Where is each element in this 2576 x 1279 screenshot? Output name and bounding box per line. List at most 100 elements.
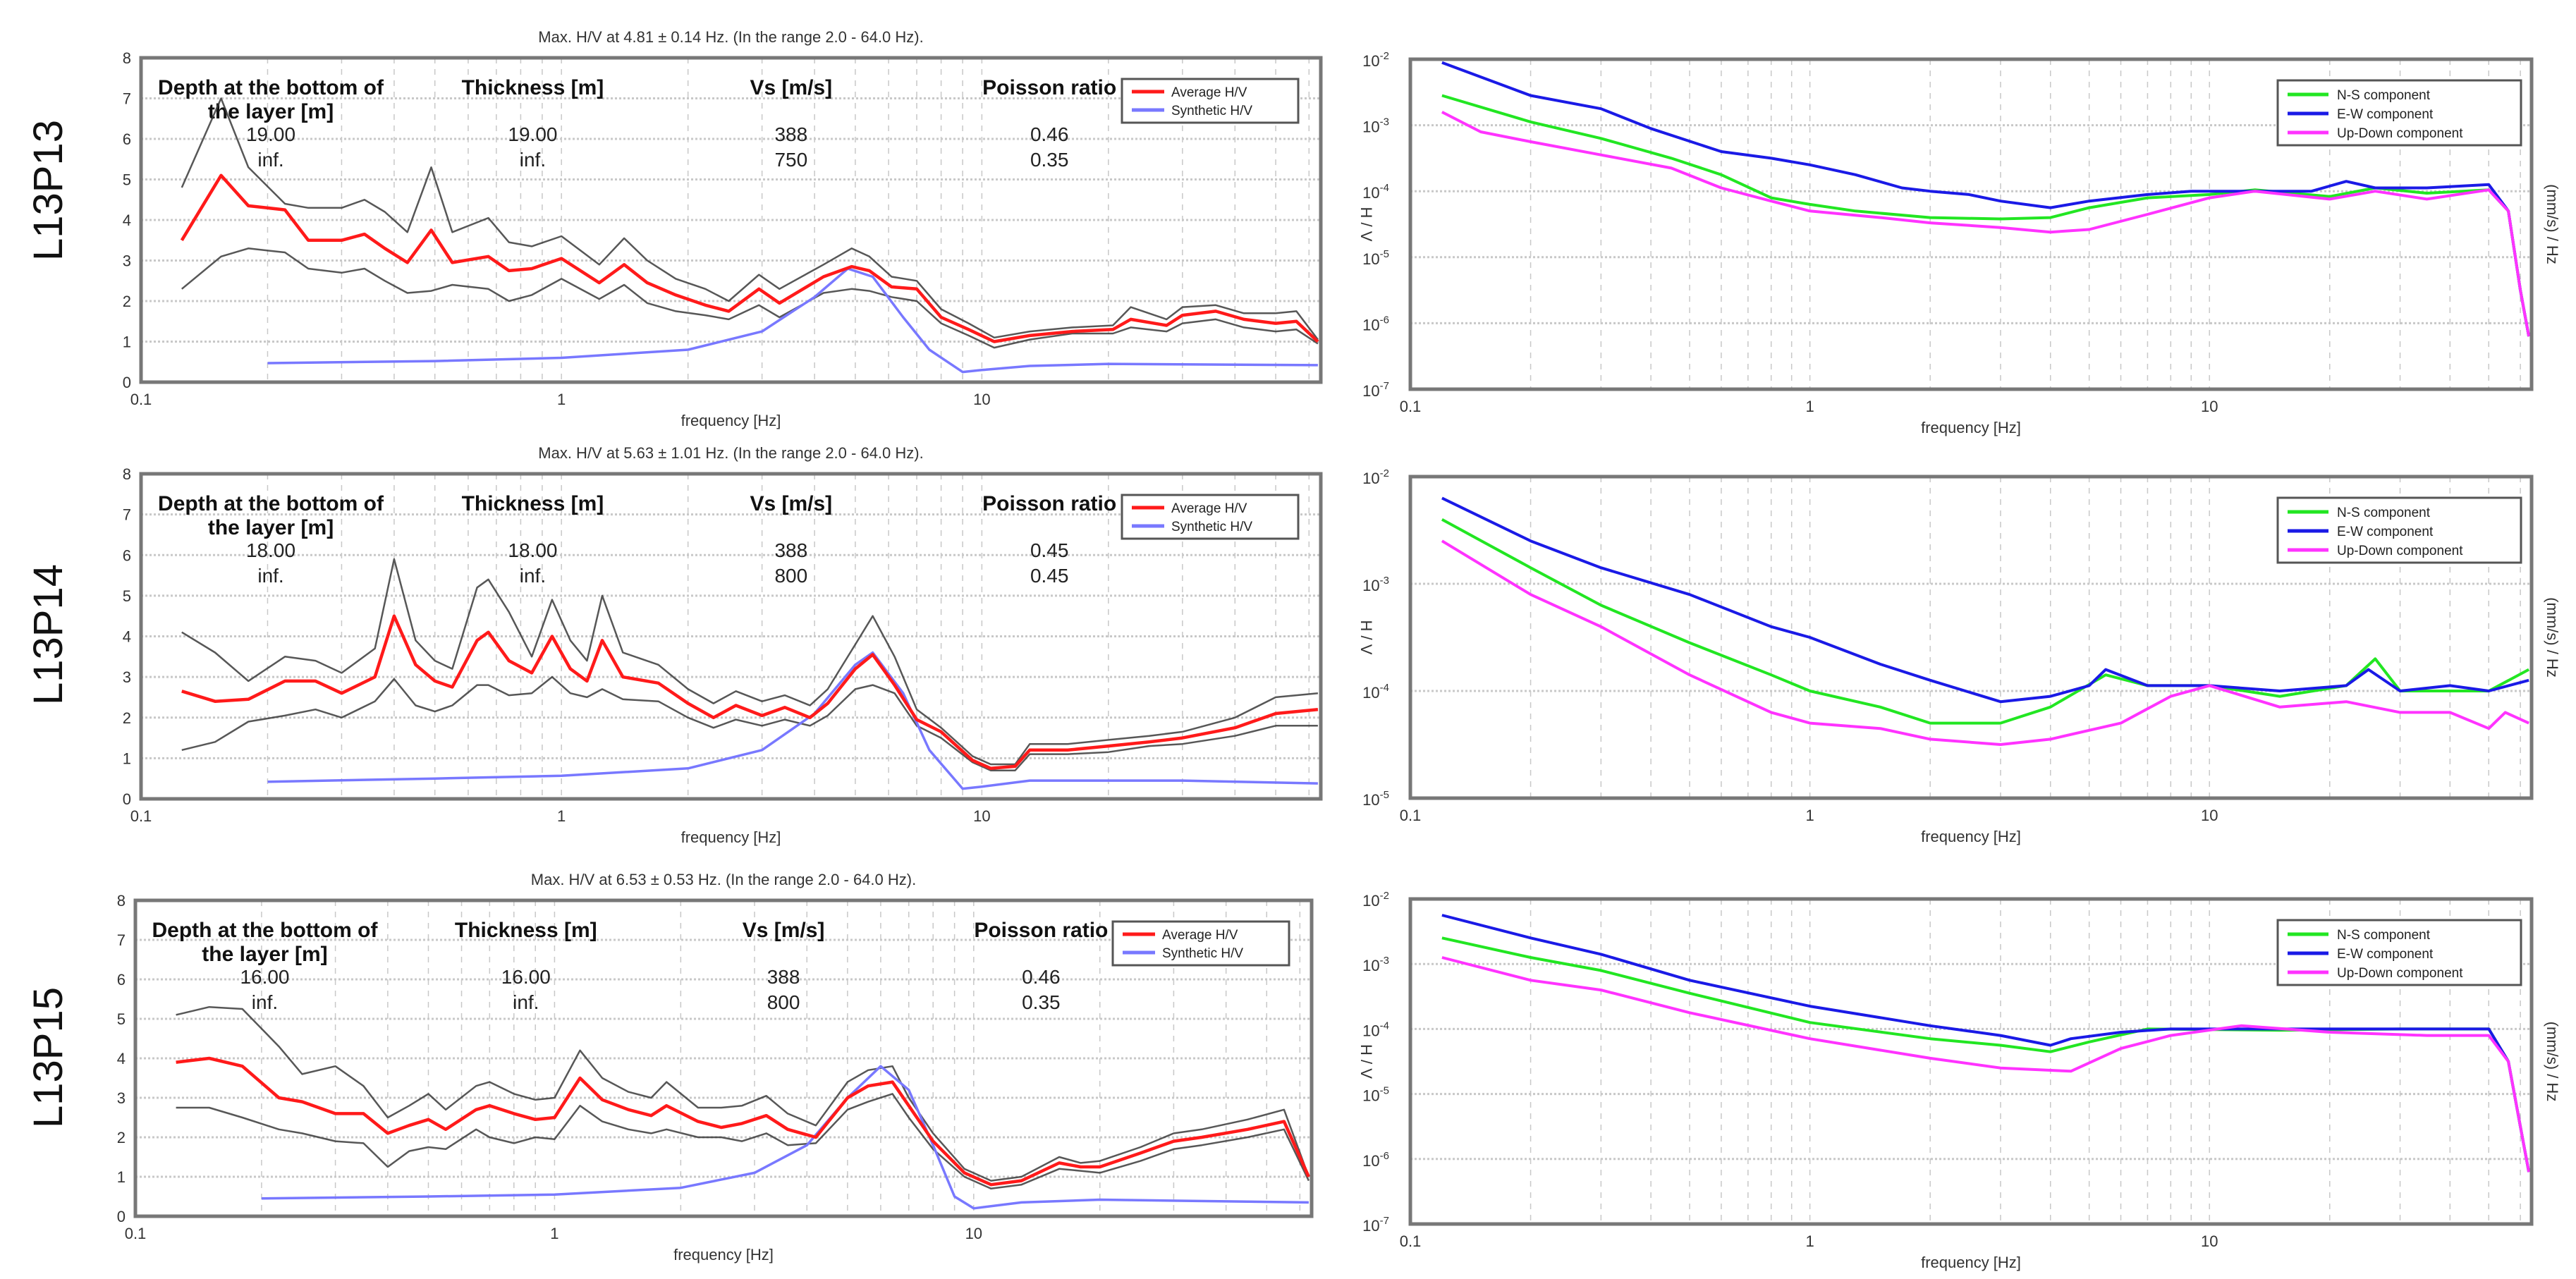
tick-base: 10 bbox=[1362, 52, 1379, 70]
hv-chart-y-tick-label: 8 bbox=[117, 892, 126, 910]
legend-label: E-W component bbox=[2337, 107, 2434, 122]
table-header: Vs [m/s] bbox=[750, 76, 832, 99]
spectrum-chart-y-tick-label: 10-7 bbox=[1362, 1215, 1389, 1235]
row-label: L13P15 bbox=[25, 987, 71, 1128]
legend-label: Average H/V bbox=[1171, 85, 1247, 100]
y-axis-label-left: H / V bbox=[1357, 207, 1375, 242]
spectrum-chart-x-tick-label: 1 bbox=[1805, 398, 1814, 415]
series-line-up-down-component bbox=[1441, 539, 2529, 746]
legend-label: Up-Down component bbox=[2337, 544, 2463, 558]
synthetic-hv-line bbox=[267, 267, 1318, 374]
std-upper-line bbox=[181, 558, 1319, 766]
hv-chart-x-axis-label: frequency [Hz] bbox=[681, 412, 781, 429]
hv-chart-y-tick-label: 6 bbox=[117, 971, 126, 989]
spectrum-chart-y-tick-label: 10-5 bbox=[1362, 1085, 1389, 1105]
hv-chart-y-tick-label: 8 bbox=[123, 49, 131, 67]
legend-label: E-W component bbox=[2337, 947, 2434, 962]
y-axis-label-right: (mm/s) / Hz bbox=[2544, 184, 2561, 264]
table-header: Depth at the bottom of the layer [m] bbox=[152, 919, 379, 966]
tick-exponent: -6 bbox=[1380, 314, 1389, 326]
hv-chart-y-tick-label: 2 bbox=[117, 1129, 126, 1146]
legend-box bbox=[1111, 920, 1290, 967]
table-cell: 0.46 bbox=[1022, 966, 1061, 988]
tick-exponent: -7 bbox=[1380, 1215, 1389, 1227]
y-axis-label-right: (mm/s) / Hz bbox=[2544, 1022, 2561, 1102]
table-cell: inf. bbox=[520, 565, 546, 587]
table-header: Thickness [m] bbox=[462, 492, 604, 515]
tick-base: 10 bbox=[1362, 1087, 1379, 1105]
hv-chart-y-tick-label: 4 bbox=[123, 212, 131, 229]
legend-label: Average H/V bbox=[1171, 501, 1247, 516]
hv-chart-y-tick-label: 7 bbox=[123, 506, 131, 524]
tick-exponent: -4 bbox=[1380, 182, 1389, 194]
table-cell: 0.45 bbox=[1030, 565, 1069, 587]
table-cell: inf. bbox=[257, 565, 283, 587]
series-line-e-w-component bbox=[1441, 496, 2529, 704]
tick-base: 10 bbox=[1362, 1022, 1379, 1039]
spectrum-chart-x-axis-label: frequency [Hz] bbox=[1921, 1254, 2021, 1271]
table-cell: 16.00 bbox=[501, 966, 551, 988]
spectrum-chart-y-tick-label: 10-5 bbox=[1362, 248, 1389, 268]
table-cell: inf. bbox=[252, 991, 278, 1013]
table-cell: 19.00 bbox=[246, 123, 295, 145]
hv-chart-y-tick-label: 0 bbox=[123, 790, 131, 808]
hv-chart-y-tick-label: 1 bbox=[117, 1168, 126, 1186]
hv-chart-x-tick-label: 0.1 bbox=[130, 807, 152, 825]
tick-base: 10 bbox=[1362, 577, 1379, 594]
tick-exponent: -3 bbox=[1380, 116, 1389, 128]
legend-label: Synthetic H/V bbox=[1162, 946, 1243, 961]
table-header: Poisson ratio bbox=[982, 76, 1116, 99]
synthetic-hv-line bbox=[261, 1065, 1309, 1210]
table-cell: 16.00 bbox=[240, 966, 289, 988]
average-hv-line bbox=[180, 173, 1319, 343]
chart-title: Max. H/V at 5.63 ± 1.01 Hz. (In the rang… bbox=[538, 444, 923, 462]
spectrum-chart-frame bbox=[1408, 475, 2534, 800]
tick-base: 10 bbox=[1362, 1217, 1379, 1235]
tick-exponent: -5 bbox=[1380, 248, 1389, 260]
series-line-e-w-component bbox=[1441, 61, 2531, 337]
spectrum-chart-y-tick-label: 10-3 bbox=[1362, 575, 1389, 594]
table-header-line: the layer [m] bbox=[208, 516, 334, 539]
spectrum-chart-x-tick-label: 1 bbox=[1805, 1232, 1814, 1250]
hv-chart-x-axis-label: frequency [Hz] bbox=[681, 828, 781, 846]
spectrum-chart-x-tick-label: 0.1 bbox=[1400, 807, 1422, 824]
tick-exponent: -4 bbox=[1380, 682, 1389, 694]
table-cell: inf. bbox=[520, 149, 546, 171]
table-header: Depth at the bottom of the layer [m] bbox=[158, 492, 384, 539]
hv-chart-frame bbox=[133, 898, 1314, 1218]
table-header: Poisson ratio bbox=[982, 492, 1116, 515]
table-cell: 0.46 bbox=[1030, 123, 1069, 145]
std-upper-line bbox=[181, 97, 1319, 341]
hv-chart-x-tick-label: 10 bbox=[973, 807, 990, 825]
legend-label: E-W component bbox=[2337, 525, 2434, 539]
spectrum-chart-L13P13: 10-210-310-410-510-610-70.1 1 10frequency … bbox=[1357, 50, 2561, 436]
spectrum-chart-y-tick-label: 10-2 bbox=[1362, 467, 1389, 487]
tick-exponent: -5 bbox=[1380, 789, 1389, 801]
std-lower-line bbox=[181, 247, 1319, 349]
hv-chart-y-tick-label: 7 bbox=[123, 90, 131, 108]
hv-chart-x-tick-label: 0.1 bbox=[130, 391, 152, 408]
spectrum-chart-y-tick-label: 10-4 bbox=[1362, 1020, 1389, 1039]
tick-exponent: -2 bbox=[1380, 50, 1389, 62]
table-cell: 0.35 bbox=[1022, 991, 1061, 1013]
row-label: L13P14 bbox=[25, 564, 71, 705]
tick-exponent: -2 bbox=[1380, 890, 1389, 902]
table-header: Thickness [m] bbox=[462, 76, 604, 99]
y-axis-label-right: (mm/s) / Hz bbox=[2544, 597, 2561, 678]
table-cell: 800 bbox=[774, 565, 807, 587]
hv-chart-y-tick-label: 5 bbox=[123, 587, 131, 605]
legend-label: Up-Down component bbox=[2337, 126, 2463, 141]
table-cell: 0.35 bbox=[1030, 149, 1069, 171]
spectrum-chart-x-tick-label: 10 bbox=[2201, 807, 2218, 824]
hv-chart-y-tick-label: 7 bbox=[117, 931, 126, 949]
tick-base: 10 bbox=[1362, 250, 1379, 268]
average-hv-line bbox=[176, 1056, 1310, 1187]
spectrum-chart-y-tick-label: 10-6 bbox=[1362, 314, 1389, 333]
average-hv-line bbox=[181, 614, 1319, 771]
spectrum-chart-x-tick-label: 10 bbox=[2201, 1232, 2218, 1250]
spectrum-chart-y-tick-label: 10-4 bbox=[1362, 682, 1389, 702]
table-cell: 19.00 bbox=[508, 123, 557, 145]
spectrum-chart-frame bbox=[1408, 897, 2534, 1226]
legend-label: N-S component bbox=[2337, 88, 2431, 103]
tick-base: 10 bbox=[1362, 684, 1379, 702]
